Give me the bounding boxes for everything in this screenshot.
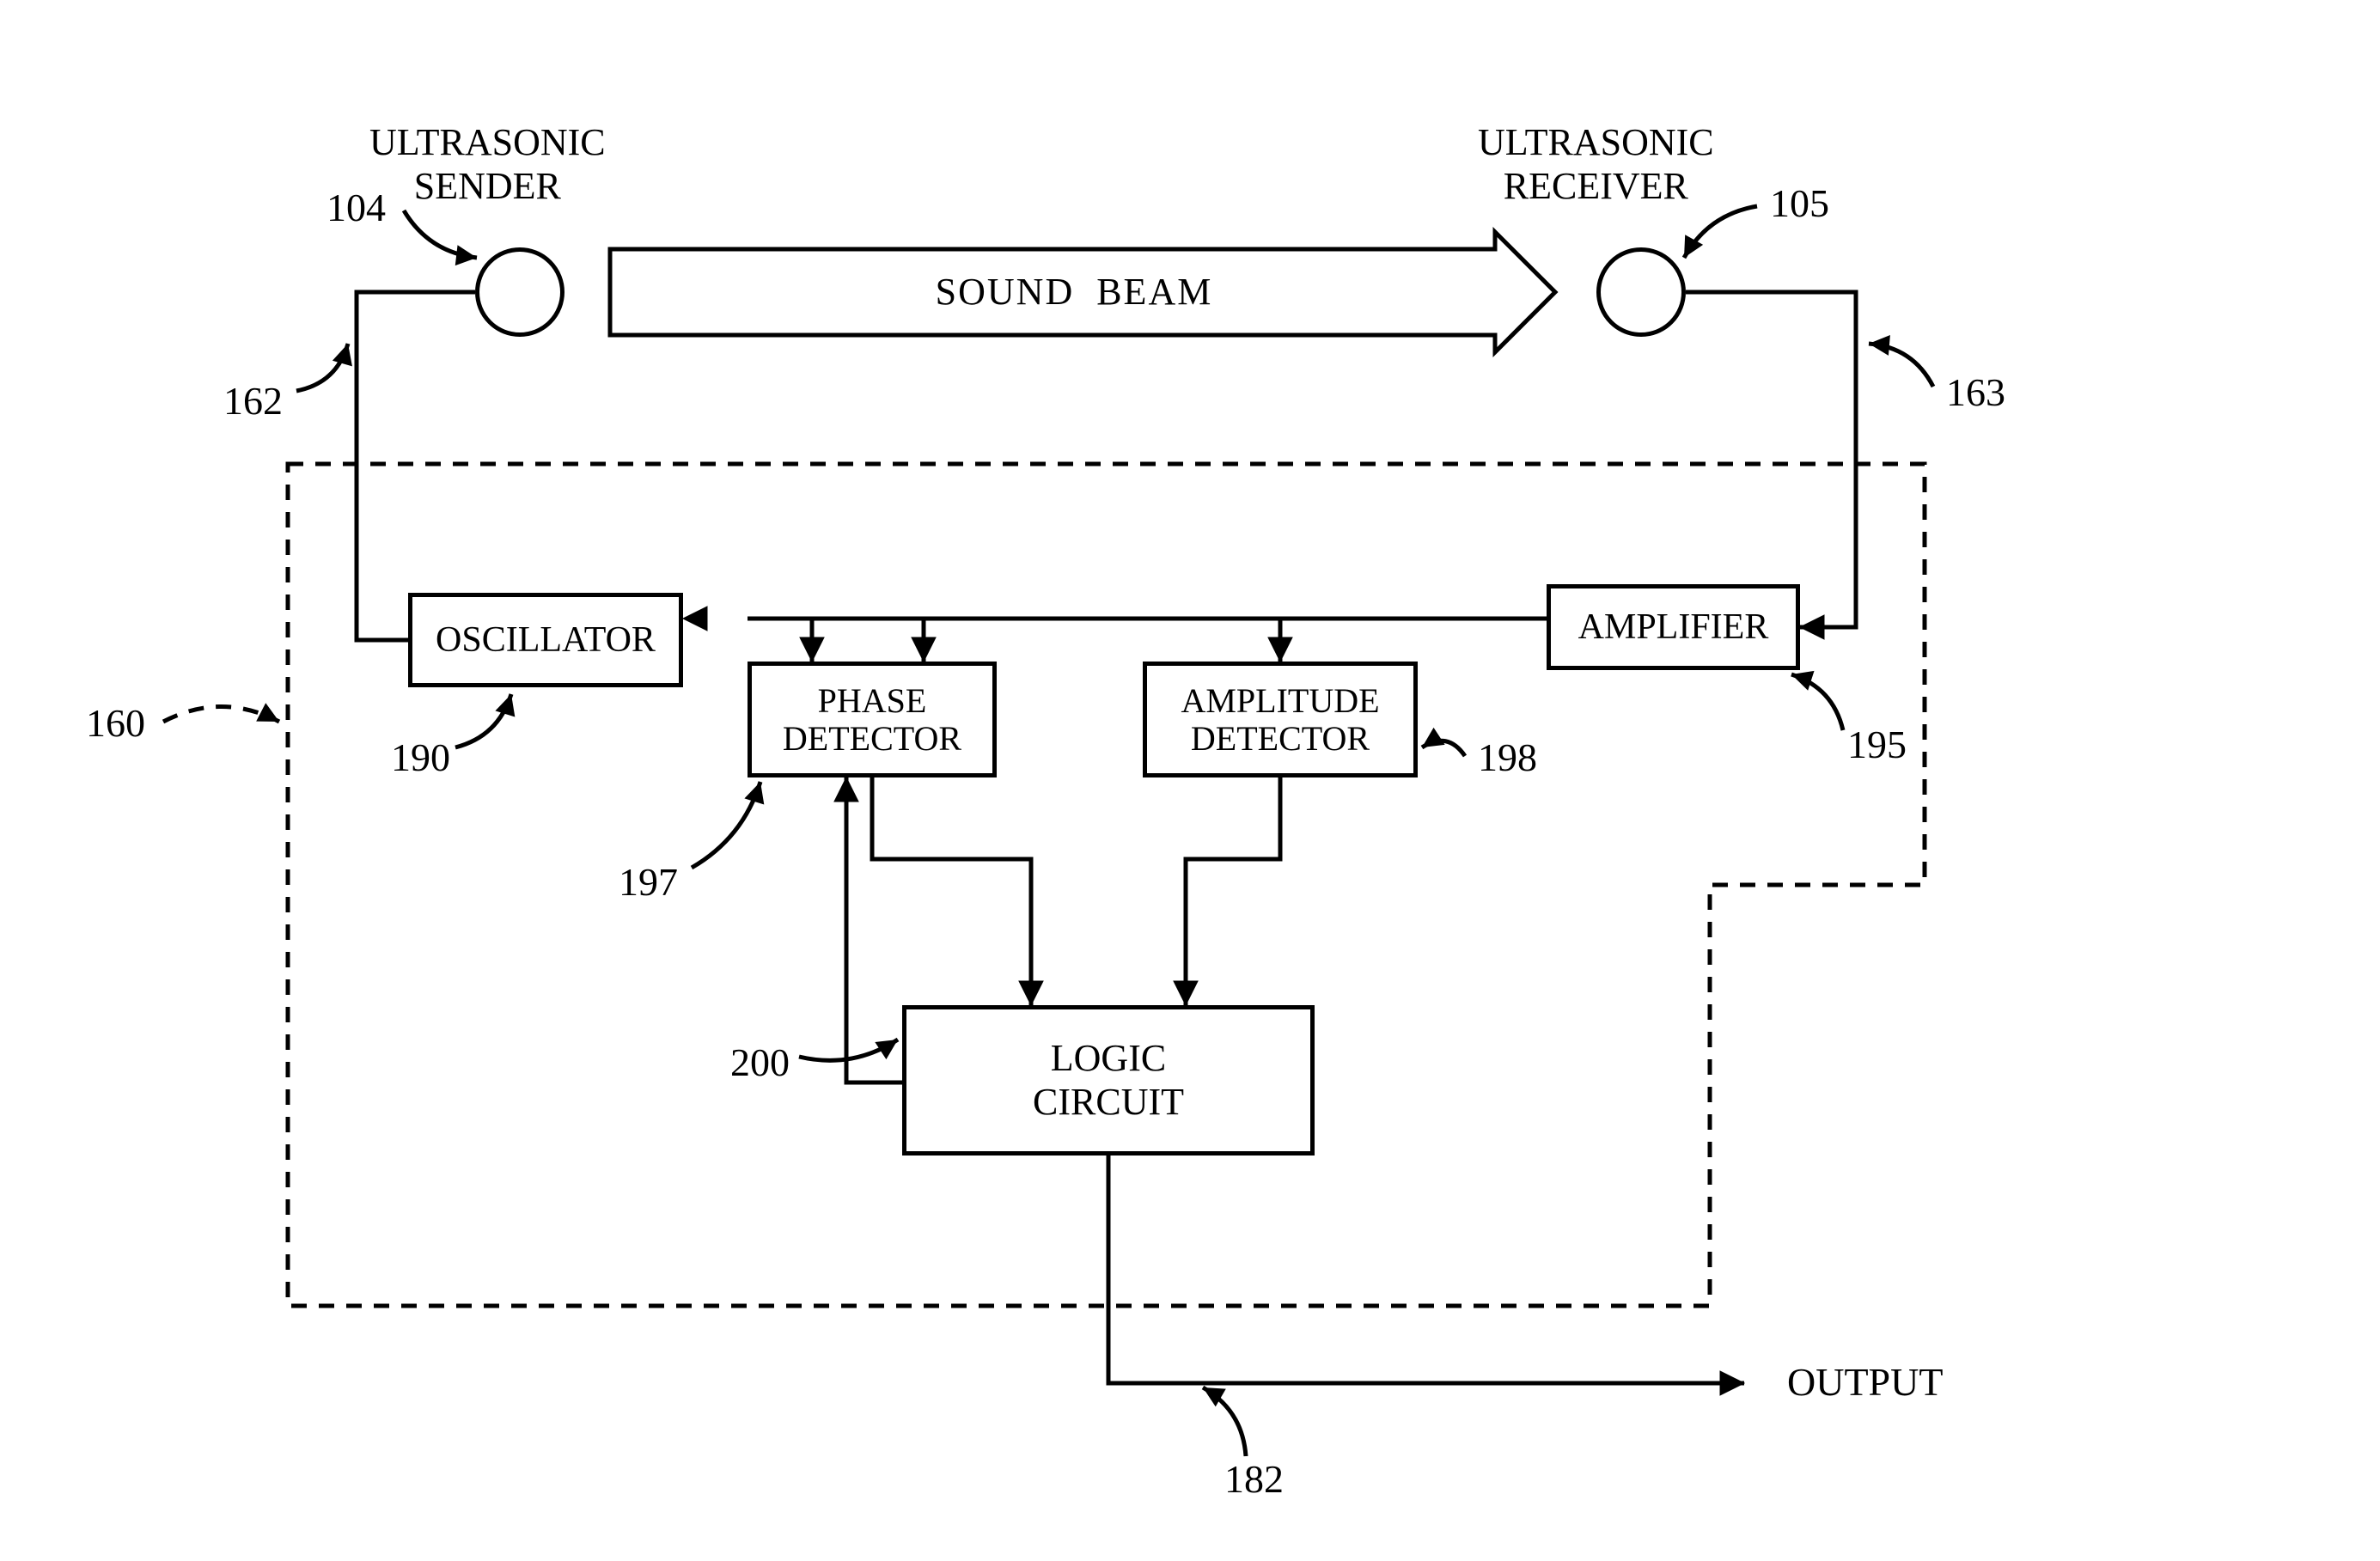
ref-163: 163 xyxy=(1946,369,2005,415)
ref-104: 104 xyxy=(326,185,386,230)
receiver-title: ULTRASONICRECEIVER xyxy=(1478,120,1714,208)
ref-105: 105 xyxy=(1770,180,1829,226)
receiver-circle xyxy=(1596,247,1686,337)
ref-160: 160 xyxy=(86,700,145,746)
logic-circuit-block: LOGICCIRCUIT xyxy=(902,1005,1315,1156)
sender-title: ULTRASONICSENDER xyxy=(369,120,606,208)
ref-190: 190 xyxy=(391,735,450,780)
amplifier-block: AMPLIFIER xyxy=(1547,584,1800,670)
ref-182: 182 xyxy=(1224,1456,1284,1502)
amplitude-detector-block: AMPLITUDEDETECTOR xyxy=(1143,662,1418,777)
sender-circle xyxy=(475,247,564,337)
sound-beam-label: SOUND BEAM xyxy=(773,270,1375,314)
ref-162: 162 xyxy=(223,378,283,424)
phase-detector-block: PHASEDETECTOR xyxy=(748,662,997,777)
diagram-canvas xyxy=(0,0,2380,1561)
ref-200: 200 xyxy=(730,1040,790,1085)
ref-195: 195 xyxy=(1847,722,1907,767)
output-label: OUTPUT xyxy=(1787,1359,1943,1405)
ref-198: 198 xyxy=(1478,735,1537,780)
oscillator-block: OSCILLATOR xyxy=(408,593,683,687)
ref-197: 197 xyxy=(619,859,678,905)
